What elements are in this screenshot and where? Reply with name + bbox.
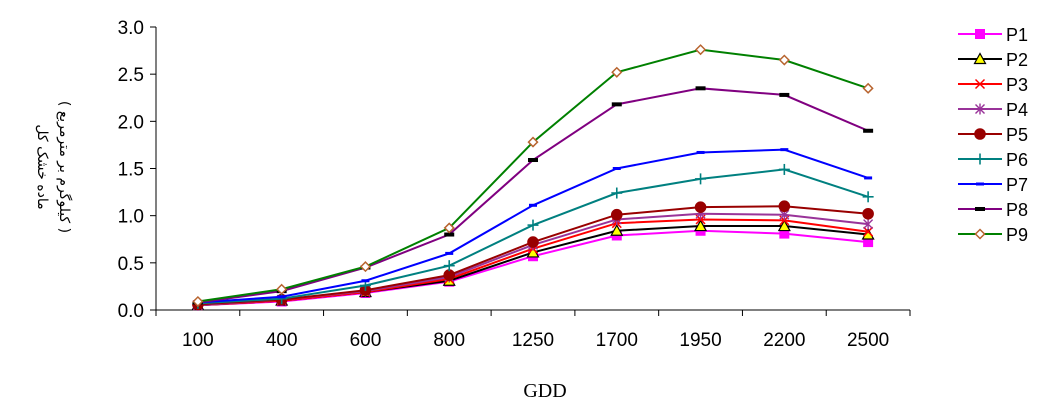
- legend-marker: [974, 153, 986, 165]
- series-p8: [192, 86, 874, 305]
- legend-marker: [976, 182, 984, 186]
- data-point-p2: [694, 219, 708, 232]
- data-point-p8: [444, 232, 455, 237]
- data-point-p6: [527, 219, 539, 231]
- data-point-p8: [779, 92, 790, 97]
- x-tick-label: 1250: [512, 330, 554, 351]
- x-tick-label: 100: [182, 330, 214, 351]
- legend-label: P4: [1006, 100, 1028, 120]
- legend-marker: [975, 207, 985, 211]
- legend-marker: [974, 128, 986, 140]
- data-point-p7: [445, 251, 454, 255]
- legend-item-p9: P9: [958, 225, 1028, 245]
- data-point-p5: [443, 269, 456, 281]
- data-point-p5: [862, 207, 874, 220]
- data-point-p7: [361, 279, 370, 283]
- data-point-p8: [695, 86, 706, 91]
- y-axis-title-line2: ( کیلوگرم بر مترمربع ): [56, 101, 73, 233]
- x-tick-label: 1700: [596, 330, 638, 351]
- x-tick-label: 2200: [763, 330, 805, 351]
- legend-label: P6: [1006, 150, 1028, 170]
- data-point-p6: [443, 260, 455, 272]
- x-tick-label: 1950: [679, 330, 721, 351]
- series-p9: [192, 44, 874, 308]
- data-point-p7: [864, 176, 873, 180]
- x-tick-label: 400: [266, 330, 298, 351]
- series-layer: [191, 44, 875, 311]
- data-point-p6: [276, 293, 288, 305]
- legend-item-p4: P4: [958, 100, 1028, 120]
- axes: 0.0 0.5 1.0 1.5 2.0 2.5 3.0 100 400 600 800 1250 170…: [118, 18, 911, 351]
- legend-item-p8: P8: [958, 200, 1028, 220]
- legend-marker: [975, 29, 985, 39]
- legend-label: P8: [1006, 200, 1028, 220]
- data-point-p9: [527, 136, 539, 148]
- data-point-p9: [359, 261, 372, 273]
- legend-marker: [975, 103, 985, 115]
- legend-marker: [974, 78, 986, 90]
- y-tick-label: 0.0: [118, 301, 144, 322]
- data-point-p7: [529, 203, 537, 207]
- data-point-p3: [863, 226, 874, 237]
- x-axis-title: GDD: [523, 380, 566, 402]
- series-line-p8: [197, 87, 869, 304]
- legend-item-p6: P6: [958, 150, 1028, 170]
- y-tick-label: 0.5: [118, 254, 144, 275]
- legend-label: P5: [1006, 125, 1028, 145]
- data-point-p9: [443, 222, 455, 234]
- data-point-p5: [694, 201, 707, 213]
- data-point-p6: [778, 163, 790, 175]
- legend-label: P1: [1006, 25, 1028, 45]
- y-tick-label: 2.0: [118, 112, 144, 133]
- data-point-p9: [276, 283, 288, 295]
- data-point-p7: [780, 148, 789, 152]
- y-tick-label: 1.0: [118, 207, 144, 228]
- series-p7: [193, 148, 873, 304]
- data-point-p5: [527, 236, 539, 248]
- data-point-p7: [612, 167, 621, 170]
- y-axis-title-line1: ماده خشک کل: [34, 124, 50, 209]
- data-point-p2: [777, 219, 791, 232]
- data-point-p6: [611, 187, 623, 199]
- data-point-p9: [778, 54, 790, 66]
- x-tick-label: 2500: [847, 330, 889, 351]
- data-point-p8: [863, 128, 874, 133]
- data-point-p9: [611, 66, 623, 78]
- x-tick-label: 800: [433, 330, 465, 351]
- data-point-p8: [611, 102, 622, 107]
- legend-item-p3: P3: [958, 75, 1028, 95]
- legend: P1 P2 P3 P4 P5 P6 P7 P8 P9: [958, 25, 1028, 245]
- data-point-p9: [192, 295, 204, 308]
- y-tick-label: 1.5: [118, 160, 144, 181]
- legend-marker: [973, 52, 987, 65]
- legend-item-p2: P2: [958, 50, 1028, 70]
- data-point-p8: [528, 158, 538, 163]
- data-point-p6: [695, 173, 707, 185]
- data-point-p7: [277, 295, 286, 299]
- y-tick-label: 2.5: [118, 65, 144, 86]
- legend-label: P7: [1006, 175, 1028, 195]
- legend-item-p7: P7: [958, 175, 1028, 195]
- series-p6: [192, 163, 874, 309]
- data-point-p2: [610, 224, 624, 236]
- data-point-p5: [778, 200, 791, 213]
- legend-label: P2: [1006, 50, 1028, 70]
- data-point-p4: [863, 218, 874, 230]
- legend-item-p1: P1: [958, 25, 1028, 45]
- series-line-p9: [197, 48, 869, 303]
- legend-item-p5: P5: [958, 125, 1028, 145]
- data-point-p9: [694, 44, 707, 56]
- legend-label: P3: [1006, 75, 1028, 95]
- data-point-p6: [862, 191, 874, 203]
- legend-label: P9: [1006, 225, 1028, 245]
- data-point-p7: [696, 150, 705, 154]
- data-point-p9: [862, 82, 874, 94]
- y-tick-label: 3.0: [118, 18, 144, 39]
- x-tick-label: 600: [350, 330, 382, 351]
- data-point-p5: [610, 208, 623, 221]
- legend-marker: [974, 228, 986, 240]
